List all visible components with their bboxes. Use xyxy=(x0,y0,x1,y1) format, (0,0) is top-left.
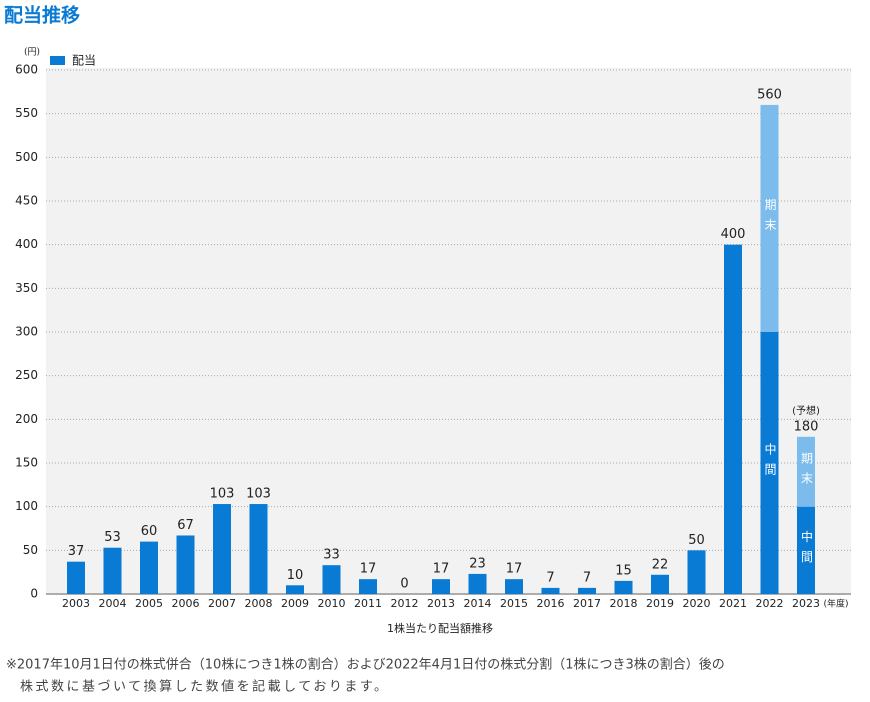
forecast-label: (予想) xyxy=(792,404,820,417)
x-tick-label: 2017 xyxy=(573,597,601,610)
bar xyxy=(67,561,85,594)
value-label: 53 xyxy=(104,530,121,545)
bar xyxy=(578,587,596,594)
x-tick-label: 2021 xyxy=(719,597,747,610)
bar xyxy=(140,541,158,594)
y-unit: (円) xyxy=(24,47,40,58)
value-label: 7 xyxy=(583,570,591,585)
x-tick-label: 2011 xyxy=(354,597,382,610)
legend-swatch xyxy=(50,56,65,65)
bar xyxy=(651,574,669,594)
value-label: 7 xyxy=(546,570,554,585)
value-label: 67 xyxy=(177,518,194,533)
bar xyxy=(359,579,377,594)
value-label: 60 xyxy=(141,524,158,539)
bar xyxy=(286,585,304,594)
x-tick-label: 2005 xyxy=(135,597,163,610)
bar xyxy=(760,332,779,594)
x-tick-label: 2018 xyxy=(610,597,638,610)
x-tick-label: 2016 xyxy=(537,597,565,610)
x-tick-label: 2014 xyxy=(464,597,492,610)
y-tick-label: 550 xyxy=(15,106,38,120)
x-tick-label: 2023 xyxy=(792,597,820,610)
value-label: 23 xyxy=(469,556,486,571)
x-axis-title: 1株当たり配当額推移 xyxy=(387,621,493,635)
x-tick-label: 2012 xyxy=(391,597,419,610)
bar xyxy=(176,535,195,594)
value-label: 103 xyxy=(210,487,235,502)
y-tick-label: 0 xyxy=(30,587,38,601)
segment-label: 中間 xyxy=(800,529,814,570)
bar xyxy=(322,565,341,594)
segment-label: 期末 xyxy=(763,198,777,238)
x-tick-label: 2003 xyxy=(62,597,90,610)
value-label: 15 xyxy=(615,563,632,578)
bar xyxy=(103,547,122,594)
value-label: 400 xyxy=(721,227,746,242)
y-tick-label: 300 xyxy=(15,325,38,339)
x-tick-label: 2004 xyxy=(99,597,127,610)
bar xyxy=(468,573,487,594)
x-tick-label: 2009 xyxy=(281,597,309,610)
value-label: 50 xyxy=(688,533,705,548)
y-tick-label: 250 xyxy=(15,368,38,382)
y-tick-label: 500 xyxy=(15,150,38,164)
bar xyxy=(760,104,779,332)
y-tick-label: 100 xyxy=(15,499,38,513)
value-label: 10 xyxy=(287,568,304,583)
x-tick-label: 2020 xyxy=(683,597,711,610)
value-label: 17 xyxy=(433,562,450,577)
bar xyxy=(249,504,268,594)
y-tick-label: 200 xyxy=(15,412,38,426)
bar xyxy=(505,579,523,594)
x-tick-label: 2015 xyxy=(500,597,528,610)
value-label: 33 xyxy=(323,548,340,563)
footnote: ※2017年10月1日付の株式併合（10株につき1株の割合）および2022年4月… xyxy=(6,657,725,673)
y-tick-label: 400 xyxy=(15,237,38,251)
y-tick-label: 350 xyxy=(15,281,38,295)
value-label: 22 xyxy=(652,557,669,572)
x-unit: (年度) xyxy=(823,598,848,610)
x-tick-label: 2010 xyxy=(318,597,346,610)
value-label: 0 xyxy=(400,577,408,592)
segment-label: 期末 xyxy=(800,451,814,491)
value-label: 180 xyxy=(794,419,819,434)
x-tick-label: 2008 xyxy=(245,597,273,610)
bar xyxy=(432,579,450,594)
x-tick-label: 2019 xyxy=(646,597,674,610)
bar xyxy=(213,504,231,594)
bar xyxy=(541,587,560,594)
value-label: 103 xyxy=(246,487,271,502)
value-label: 560 xyxy=(757,87,782,102)
x-tick-label: 2007 xyxy=(208,597,236,610)
legend-label: 配当 xyxy=(72,54,96,68)
bar xyxy=(797,506,815,594)
y-tick-label: 50 xyxy=(23,543,38,557)
page-title: 配当推移 xyxy=(4,4,80,27)
footnote: 株式数に基づいて換算した数値を記載しております。 xyxy=(20,679,390,695)
value-label: 17 xyxy=(360,562,377,577)
bar xyxy=(797,436,815,507)
x-tick-label: 2022 xyxy=(756,597,784,610)
segment-label: 中間 xyxy=(763,442,777,483)
bar xyxy=(614,580,633,594)
y-tick-label: 450 xyxy=(15,194,38,208)
value-label: 37 xyxy=(68,544,85,559)
x-tick-label: 2013 xyxy=(427,597,455,610)
value-label: 17 xyxy=(506,562,523,577)
y-tick-label: 150 xyxy=(15,456,38,470)
bar xyxy=(724,244,742,594)
x-tick-label: 2006 xyxy=(172,597,200,610)
y-tick-label: 600 xyxy=(15,63,38,77)
bar xyxy=(687,550,706,594)
